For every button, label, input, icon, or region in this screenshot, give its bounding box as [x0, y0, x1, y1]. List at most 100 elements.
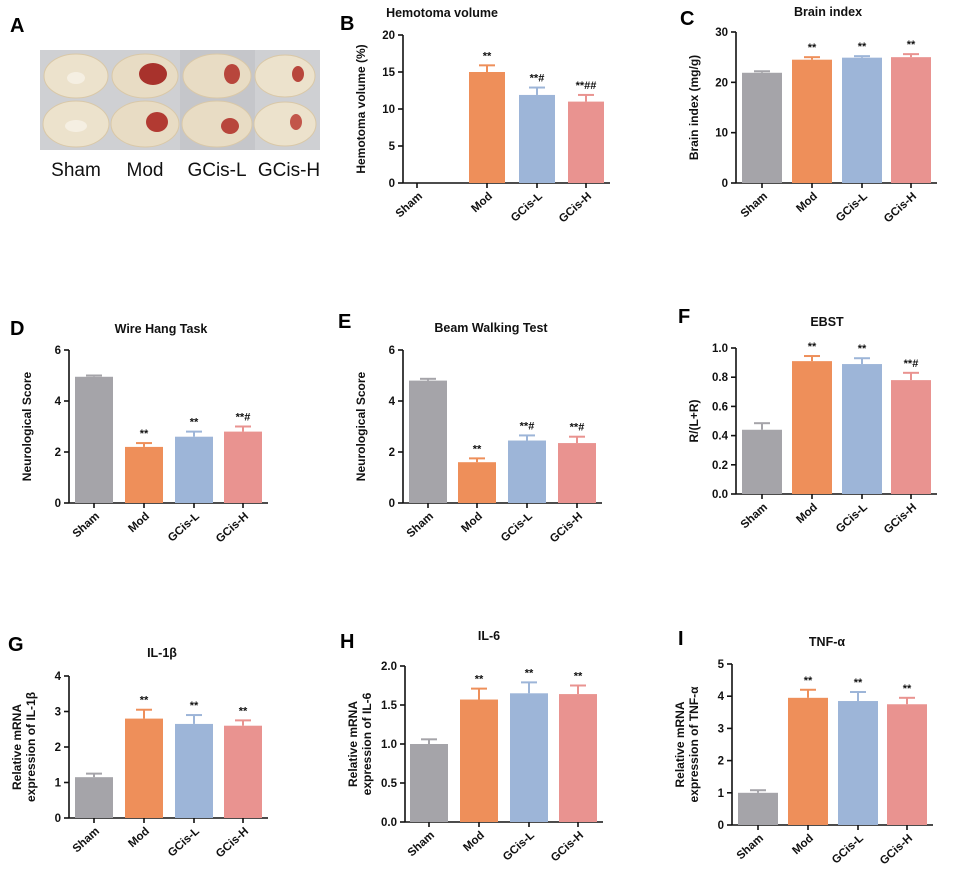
x-category-label: GCis-H: [557, 190, 594, 225]
chart-title: IL-6: [478, 629, 500, 643]
y-tick-label: 10: [382, 104, 395, 116]
significance-label: **: [854, 677, 863, 689]
y-tick-label: 0.5: [381, 778, 398, 790]
x-category-label: GCis-H: [882, 190, 919, 225]
y-axis-label: Neurological Score: [20, 371, 34, 481]
bar-gcis-l: [842, 57, 882, 183]
bar-gcis-l: [175, 436, 213, 503]
y-axis-label: Neurological Score: [354, 371, 368, 481]
y-axis-label: R/(L+R): [687, 400, 701, 443]
panel-letter-a: A: [10, 15, 24, 37]
x-category-label: Mod: [794, 190, 820, 215]
y-tick-label: 20: [715, 77, 728, 89]
chart-title: Wire Hang Task: [115, 322, 208, 336]
bar-gcis-h: [887, 704, 927, 825]
bar-gcis-h: [559, 694, 597, 822]
bar-mod: [458, 462, 496, 503]
bar-sham: [75, 376, 113, 503]
x-category-label: GCis-L: [834, 190, 870, 224]
significance-label: **: [140, 428, 149, 440]
x-category-label: GCis-L: [166, 825, 202, 859]
significance-label: **: [483, 50, 492, 62]
y-tick-label: 0.8: [712, 372, 729, 384]
y-axis-label-line: Relative mRNA: [346, 701, 360, 787]
y-tick-label: 1: [718, 788, 725, 800]
y-axis-label: Relative mRNAexpression of IL-6: [346, 692, 374, 795]
chart-d: D Wire Hang Task Neurological Score 0 2 4 6 Sha…: [10, 318, 268, 545]
chart-title: TNF-α: [809, 635, 845, 649]
y-tick-label: 3: [718, 723, 724, 735]
significance-label: **#: [530, 73, 545, 85]
y-axis-label-line: expression of TNF-α: [687, 686, 701, 803]
panel-letter-f: F: [678, 306, 690, 328]
y-tick-label: 0: [389, 498, 395, 510]
significance-label: **: [574, 671, 583, 683]
y-axis-label: Relative mRNAexpression of IL-1β: [10, 692, 38, 802]
y-tick-label: 0.4: [712, 431, 729, 443]
hematoma-lesion: [224, 64, 240, 84]
bar-mod: [125, 446, 163, 503]
significance-label: **: [525, 667, 534, 679]
chart-title: Brain index: [794, 5, 862, 19]
significance-label: **: [858, 343, 867, 355]
significance-label: **#: [570, 422, 585, 434]
x-category-label: Mod: [459, 510, 485, 535]
x-category-label: Mod: [794, 501, 820, 526]
x-category-label: Sham: [394, 190, 425, 220]
y-tick-label: 1.0: [712, 343, 728, 355]
chart-i: I TNF-α Relative mRNAexpression of TNF-α 0 1…: [673, 628, 933, 867]
x-category-label: GCis-H: [549, 829, 586, 864]
y-axis-label-line: expression of IL-1β: [24, 692, 38, 802]
y-axis-label-line: Relative mRNA: [673, 701, 687, 787]
group-label-gcis-h: GCis-H: [258, 160, 320, 181]
y-tick-label: 0.6: [712, 401, 728, 413]
brain-slice-gcis-l-top: [182, 53, 252, 99]
x-category-label: GCis-H: [882, 501, 919, 536]
significance-label: **: [858, 41, 867, 53]
y-tick-label: 0.2: [712, 460, 728, 472]
significance-label: **: [804, 675, 813, 687]
chart-e: E Beam Walking Test Neurological Score 0 2 4 6…: [338, 311, 602, 545]
y-tick-label: 6: [389, 345, 395, 357]
bar-gcis-l: [508, 440, 546, 503]
bar-mod: [792, 59, 832, 183]
x-category-label: GCis-H: [548, 510, 585, 545]
bar-gcis-l: [838, 701, 878, 825]
panel-letter-h: H: [340, 631, 354, 653]
significance-label: **: [907, 39, 916, 51]
bar-gcis-h: [568, 101, 604, 183]
y-tick-label: 2: [55, 447, 61, 459]
chart-c: C Brain index Brain index (mg/g) 0 10 20 30 Sha…: [680, 5, 937, 225]
y-tick-label: 1.5: [381, 700, 398, 712]
x-category-label: Mod: [126, 825, 152, 850]
bar-sham: [742, 429, 782, 494]
panel-a: A Sham Mod GCis-L: [10, 15, 320, 181]
y-tick-label: 0: [718, 820, 724, 832]
significance-label: **##: [576, 80, 597, 92]
hematoma-lesion: [146, 112, 168, 132]
y-axis-label: Hemotoma volume (%): [354, 44, 368, 173]
y-tick-label: 1: [55, 778, 62, 790]
y-tick-label: 4: [389, 396, 396, 408]
panel-letter-e: E: [338, 311, 351, 333]
hematoma-lesion: [221, 118, 239, 134]
hematoma-lesion: [292, 66, 304, 82]
x-category-label: GCis-H: [214, 825, 251, 860]
bar-sham: [409, 380, 447, 503]
y-tick-label: 0: [55, 498, 61, 510]
brain-slice-mod-bottom: [110, 100, 180, 148]
x-category-label: Mod: [461, 829, 487, 854]
chart-title: Beam Walking Test: [434, 321, 548, 335]
bar-gcis-h: [224, 725, 262, 818]
y-tick-label: 0: [389, 178, 395, 190]
bar-mod: [788, 697, 828, 825]
slice-ventricle: [65, 120, 87, 132]
panel-letter-b: B: [340, 13, 354, 35]
bar-mod: [792, 361, 832, 494]
x-category-label: GCis-L: [834, 501, 870, 535]
bar-sham: [738, 792, 778, 825]
panel-letter-g: G: [8, 634, 24, 656]
group-label-gcis-l: GCis-L: [187, 160, 246, 181]
y-tick-label: 3: [55, 707, 61, 719]
